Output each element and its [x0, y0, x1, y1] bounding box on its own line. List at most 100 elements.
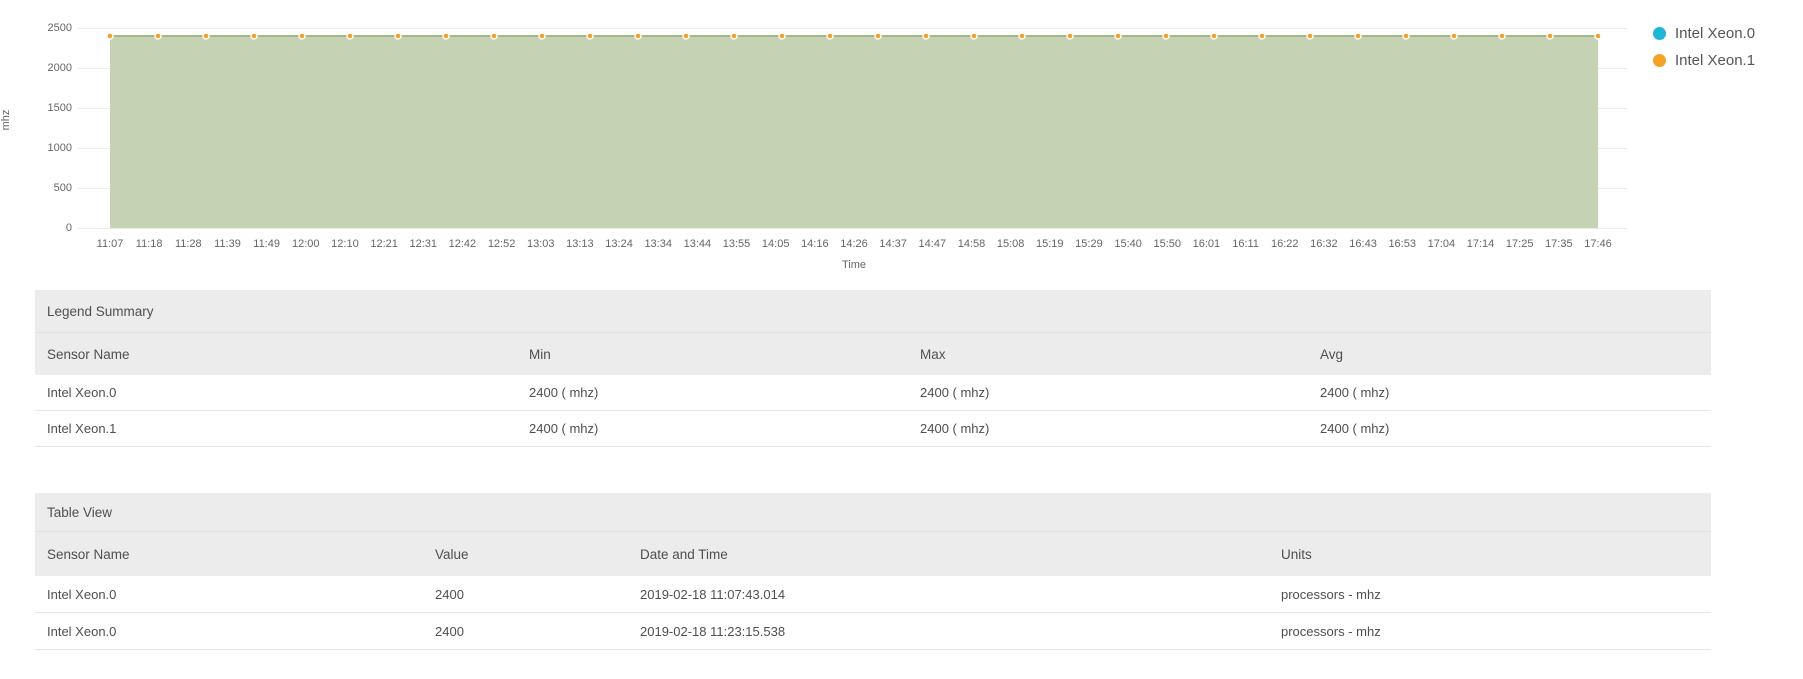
- data-point-marker[interactable]: [1354, 32, 1362, 40]
- data-point-marker[interactable]: [730, 32, 738, 40]
- y-tick-label: 0: [65, 222, 72, 234]
- chart-legend: Intel Xeon.0 Intel Xeon.1: [1653, 20, 1755, 74]
- data-point-marker[interactable]: [1018, 32, 1026, 40]
- y-tick-label: 1000: [47, 142, 72, 154]
- date-time-cell: 2019-02-18 11:23:15.538: [640, 623, 786, 639]
- x-tick-label: 11:49: [253, 238, 280, 250]
- units-cell: processors - mhz: [1281, 586, 1381, 602]
- table-view-header-row: Sensor Name Value Date and Time Units: [35, 532, 1711, 576]
- x-tick-label: 12:00: [292, 238, 320, 250]
- avg-cell: 2400 ( mhz): [1320, 385, 1390, 400]
- gridline: [78, 28, 1627, 29]
- table-row: Intel Xeon.0 2400 ( mhz) 2400 ( mhz) 240…: [35, 375, 1711, 411]
- data-point-marker[interactable]: [634, 32, 642, 40]
- data-point-marker[interactable]: [778, 32, 786, 40]
- y-tick-label: 2500: [47, 22, 72, 34]
- x-tick-label: 14:16: [801, 238, 829, 250]
- x-tick-label: 15:19: [1036, 238, 1064, 250]
- column-header-max: Max: [920, 346, 946, 362]
- x-tick-label: 13:34: [644, 238, 672, 250]
- table-view-title: Table View: [35, 493, 1711, 532]
- y-axis-label: mhz: [0, 109, 12, 131]
- data-point-marker[interactable]: [1402, 32, 1410, 40]
- sensor-name-cell: Intel Xeon.1: [47, 421, 117, 436]
- sensor-name-cell: Intel Xeon.0: [47, 385, 117, 400]
- x-tick-label: 17:46: [1584, 238, 1612, 250]
- data-point-marker[interactable]: [1306, 32, 1314, 40]
- legend-label: Intel Xeon.1: [1675, 52, 1756, 69]
- data-point-marker[interactable]: [1498, 32, 1506, 40]
- avg-cell: 2400 ( mhz): [1320, 421, 1390, 436]
- data-point-marker[interactable]: [1258, 32, 1266, 40]
- units-cell: processors - mhz: [1281, 623, 1381, 639]
- data-point-marker[interactable]: [922, 32, 930, 40]
- data-point-marker[interactable]: [826, 32, 834, 40]
- x-tick-label: 11:18: [135, 238, 163, 250]
- column-header-sensor-name: Sensor Name: [47, 546, 130, 562]
- x-tick-label: 11:39: [214, 238, 241, 250]
- x-axis-label: Time: [841, 259, 867, 271]
- legend-item-intel-xeon-0[interactable]: Intel Xeon.0: [1653, 20, 1755, 47]
- area-series[interactable]: [110, 36, 1598, 228]
- data-point-marker[interactable]: [586, 32, 594, 40]
- x-tick-label: 15:50: [1153, 238, 1182, 250]
- data-point-marker[interactable]: [1114, 32, 1122, 40]
- data-point-marker[interactable]: [1594, 32, 1602, 40]
- sensor-name-cell: Intel Xeon.0: [47, 586, 117, 602]
- x-tick-label: 13:03: [526, 238, 555, 250]
- max-cell: 2400 ( mhz): [920, 385, 990, 400]
- min-cell: 2400 ( mhz): [529, 385, 599, 400]
- legend-summary-panel: Legend Summary Sensor Name Min Max Avg I…: [35, 290, 1711, 447]
- x-tick-label: 11:07: [96, 238, 124, 250]
- data-point-marker[interactable]: [106, 32, 114, 40]
- x-tick-label: 12:52: [487, 238, 516, 250]
- series-swatch-icon: [1653, 27, 1666, 40]
- data-point-marker[interactable]: [490, 32, 498, 40]
- sensor-name-cell: Intel Xeon.0: [47, 623, 117, 639]
- data-point-marker[interactable]: [1066, 32, 1074, 40]
- legend-item-intel-xeon-1[interactable]: Intel Xeon.1: [1653, 47, 1755, 74]
- data-point-marker[interactable]: [1450, 32, 1458, 40]
- x-tick-label: 13:13: [566, 238, 594, 250]
- data-point-marker[interactable]: [202, 32, 210, 40]
- data-point-marker[interactable]: [538, 32, 546, 40]
- x-tick-label: 16:11: [1232, 238, 1259, 250]
- table-row: Intel Xeon.0 2400 2019-02-18 11:07:43.01…: [35, 576, 1711, 613]
- x-tick-label: 14:26: [840, 238, 868, 250]
- x-tick-label: 14:47: [918, 238, 947, 250]
- x-tick-label: 12:31: [409, 238, 438, 250]
- x-tick-label: 16:22: [1270, 238, 1299, 250]
- x-tick-label: 14:37: [879, 238, 907, 250]
- data-point-marker[interactable]: [874, 32, 882, 40]
- legend-summary-header-row: Sensor Name Min Max Avg: [35, 333, 1711, 375]
- data-point-marker[interactable]: [1546, 32, 1554, 40]
- data-point-marker[interactable]: [682, 32, 690, 40]
- x-tick-label: 15:29: [1075, 238, 1103, 250]
- data-point-marker[interactable]: [394, 32, 402, 40]
- data-point-marker[interactable]: [250, 32, 258, 40]
- data-point-marker[interactable]: [346, 32, 354, 40]
- data-point-marker[interactable]: [442, 32, 450, 40]
- value-cell: 2400: [435, 623, 464, 639]
- column-header-value: Value: [435, 546, 469, 562]
- data-point-marker[interactable]: [970, 32, 978, 40]
- data-point-marker[interactable]: [154, 32, 162, 40]
- data-point-marker[interactable]: [298, 32, 306, 40]
- table-row: Intel Xeon.0 2400 2019-02-18 11:23:15.53…: [35, 613, 1711, 650]
- x-tick-label: 13:55: [722, 238, 751, 250]
- x-tick-label: 15:08: [996, 238, 1025, 250]
- min-cell: 2400 ( mhz): [529, 421, 599, 436]
- x-tick-label: 13:44: [683, 238, 712, 250]
- data-point-marker[interactable]: [1210, 32, 1218, 40]
- x-tick-label: 16:32: [1310, 238, 1338, 250]
- column-header-min: Min: [529, 346, 551, 362]
- legend-summary-title: Legend Summary: [35, 290, 1711, 333]
- table-row: Intel Xeon.1 2400 ( mhz) 2400 ( mhz) 240…: [35, 411, 1711, 447]
- legend-label: Intel Xeon.0: [1675, 25, 1756, 42]
- chart-plot[interactable]: [78, 28, 1627, 238]
- data-point-marker[interactable]: [1162, 32, 1170, 40]
- column-header-units: Units: [1281, 546, 1312, 562]
- gridline: [78, 228, 1627, 229]
- x-tick-label: 16:43: [1349, 238, 1377, 250]
- column-header-avg: Avg: [1320, 346, 1344, 362]
